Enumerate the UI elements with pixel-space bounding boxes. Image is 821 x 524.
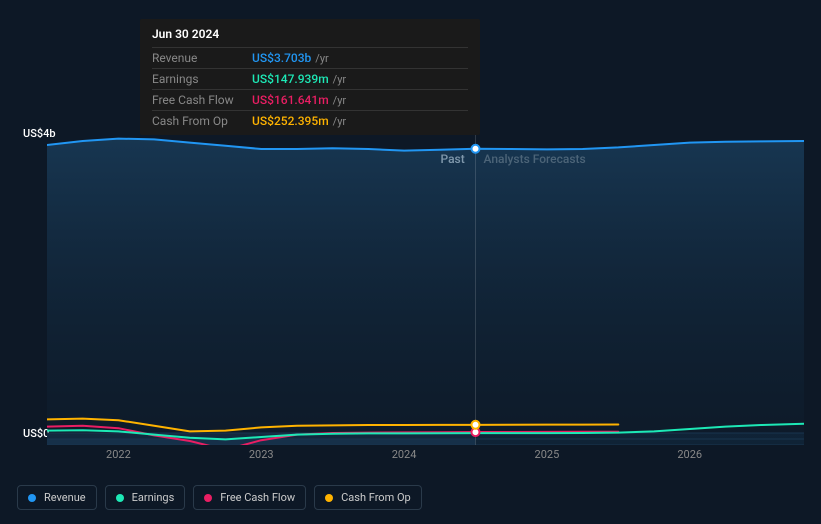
- chart-area: US$4b US$0 Past Analysts Forecasts 20222…: [17, 125, 804, 445]
- tooltip-unit: /yr: [333, 94, 346, 107]
- tooltip-label: Revenue: [152, 51, 252, 65]
- tooltip-label: Cash From Op: [152, 114, 252, 128]
- legend-dot-icon: [204, 494, 212, 502]
- tooltip-row: Cash From OpUS$252.395m/yr: [152, 110, 468, 131]
- tooltip-value: US$3.703b: [252, 51, 311, 65]
- legend-label: Cash From Op: [341, 491, 411, 504]
- tooltip-row: EarningsUS$147.939m/yr: [152, 68, 468, 89]
- legend-dot-icon: [325, 494, 333, 502]
- tooltip-date: Jun 30 2024: [152, 27, 468, 41]
- tooltip-unit: /yr: [333, 115, 346, 128]
- tooltip-label: Free Cash Flow: [152, 93, 252, 107]
- legend-dot-icon: [28, 494, 36, 502]
- legend-item[interactable]: Revenue: [17, 485, 97, 510]
- legend-label: Revenue: [44, 491, 86, 504]
- legend-dot-icon: [116, 494, 124, 502]
- legend-item[interactable]: Free Cash Flow: [193, 485, 306, 510]
- legend-label: Earnings: [132, 491, 175, 504]
- x-axis-tick: 2022: [106, 448, 131, 461]
- x-axis-tick: 2025: [535, 448, 560, 461]
- legend-item[interactable]: Earnings: [105, 485, 186, 510]
- x-axis-tick: 2023: [249, 448, 274, 461]
- tooltip-unit: /yr: [333, 73, 346, 86]
- tooltip-value: US$161.641m: [252, 93, 329, 107]
- tooltip-row: RevenueUS$3.703b/yr: [152, 47, 468, 68]
- x-axis-tick: 2024: [392, 448, 417, 461]
- chart-plot[interactable]: [47, 125, 804, 445]
- tooltip-value: US$252.395m: [252, 114, 329, 128]
- y-axis-label-min: US$0: [23, 427, 49, 440]
- tooltip-label: Earnings: [152, 72, 252, 86]
- tooltip-unit: /yr: [315, 52, 328, 65]
- tooltip-value: US$147.939m: [252, 72, 329, 86]
- legend-item[interactable]: Cash From Op: [314, 485, 422, 510]
- legend-label: Free Cash Flow: [220, 491, 295, 504]
- tooltip-row: Free Cash FlowUS$161.641m/yr: [152, 89, 468, 110]
- chart-tooltip: Jun 30 2024 RevenueUS$3.703b/yrEarningsU…: [140, 19, 480, 135]
- chart-legend: Revenue Earnings Free Cash Flow Cash From O…: [17, 485, 422, 510]
- x-axis-tick: 2026: [677, 448, 702, 461]
